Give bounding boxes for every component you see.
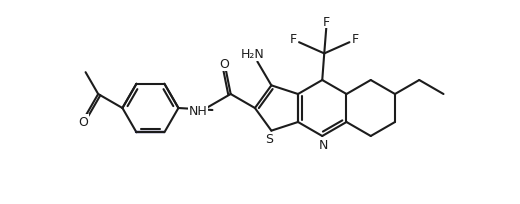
Text: F: F [290,33,296,45]
Text: F: F [323,16,330,29]
Text: S: S [265,133,274,145]
Text: O: O [219,58,229,71]
Text: H₂N: H₂N [240,48,264,61]
Text: N: N [319,139,328,152]
Text: O: O [79,115,88,129]
Text: F: F [352,33,359,45]
Text: NH: NH [189,104,208,117]
